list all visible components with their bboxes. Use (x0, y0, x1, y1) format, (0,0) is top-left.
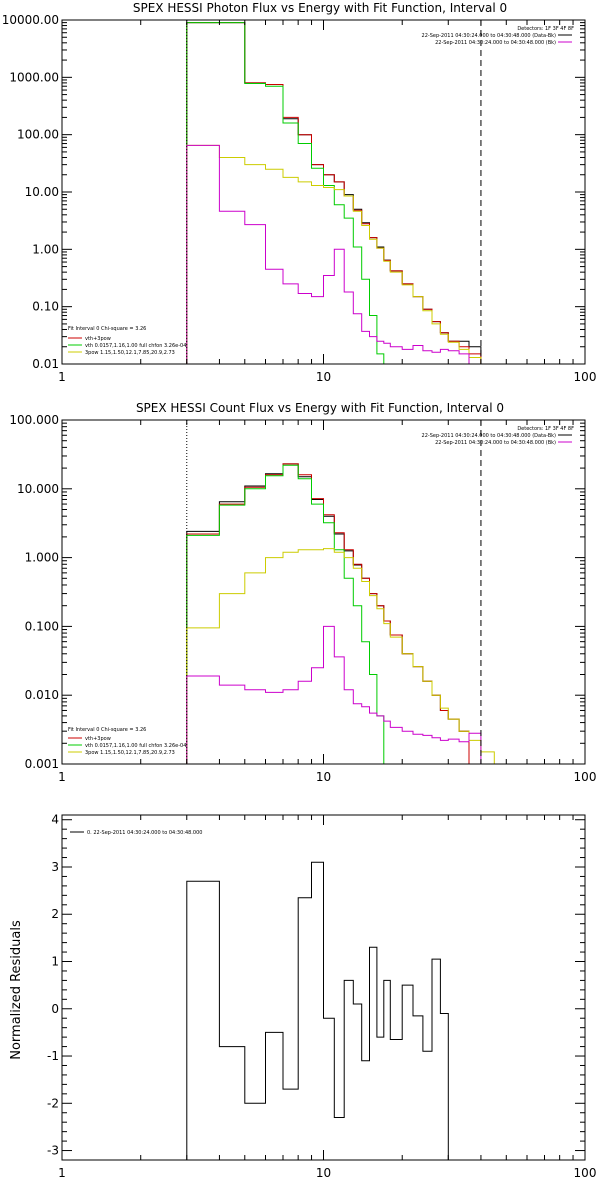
residuals-yticks: 4 3 2 1 0 -1 -2 -3 (47, 813, 585, 1161)
legend-label-bk: 22-Sep-2011 04:30:24.000 to 04:30:48.000… (435, 40, 556, 46)
x-tick-label: 100 (574, 1166, 597, 1180)
series-line-2 (186, 464, 391, 764)
count-flux-series (186, 463, 507, 764)
y-tick-label: 0.01 (32, 357, 59, 371)
y-tick-label: 1.000 (25, 551, 59, 565)
x-tick-label: 1 (58, 770, 66, 784)
count-flux-axes-frame (61, 419, 586, 765)
legend-label-3pow: 3pow 1.15,1.50,12.1,7.85,20.9,2.73 (85, 750, 175, 756)
photon-flux-axes-frame (61, 19, 586, 365)
series-line-4 (186, 625, 482, 764)
y-tick-label: 100.000 (9, 413, 59, 427)
y-tick-label: 10.000 (17, 482, 59, 496)
legend-label-data: 22-Sep-2011 04:30:24.000 to 04:30:48.000… (422, 33, 557, 39)
count-flux-panel: SPEX HESSI Count Flux vs Energy with Fit… (9, 401, 596, 784)
x-tick-label: 1 (58, 1166, 66, 1180)
count-flux-yticks: 100.000 10.000 1.000 0.100 0.010 0.001 (9, 413, 585, 771)
x-tick-label: 100 (574, 370, 597, 384)
count-flux-vlines (186, 420, 482, 764)
photon-flux-vlines (186, 20, 482, 364)
series-line-1 (186, 463, 470, 764)
y-tick-label: 0.10 (32, 300, 59, 314)
y-tick-label: -2 (47, 1096, 59, 1110)
y-tick-label: 0.010 (25, 688, 59, 702)
photon-flux-panel: SPEX HESSI Photon Flux vs Energy with Fi… (2, 1, 597, 384)
photon-flux-legend-bottom: Fit Interval 0 Chi-square = 3.26 vth+3po… (68, 326, 186, 356)
y-tick-label: 4 (51, 813, 59, 827)
x-tick-label: 100 (574, 770, 597, 784)
x-tick-label: 10 (316, 370, 331, 384)
legend-header: Detectors: 1F 3F 4F 8F (517, 426, 574, 432)
y-tick-label: -3 (47, 1144, 59, 1158)
count-flux-legend-top: Detectors: 1F 3F 4F 8F 22-Sep-2011 04:30… (422, 426, 575, 446)
photon-flux-yticks: 10000.00 1000.00 100.00 10.00 1.00 0.10 0.01 (2, 13, 585, 371)
y-tick-label: 10000.00 (2, 13, 59, 27)
photon-flux-legend-top: Detectors: 1F 3F 4F 8F 22-Sep-2011 04:30… (422, 26, 575, 46)
residuals-xticks: 1 10 100 (58, 815, 596, 1180)
y-tick-label: 2 (51, 907, 59, 921)
x-tick-label: 1 (58, 370, 66, 384)
residuals-series (186, 861, 449, 1160)
y-tick-label: 1 (51, 955, 59, 969)
x-tick-label: 10 (316, 770, 331, 784)
legend-fit-header: Fit Interval 0 Chi-square = 3.26 (68, 727, 146, 733)
legend-fit-header: Fit Interval 0 Chi-square = 3.26 (68, 326, 146, 332)
photon-flux-series (186, 22, 482, 364)
x-tick-label: 10 (316, 1166, 331, 1180)
legend-label-vth: vth 0.0157,1.16,1.00 full chfon 3.26e-04 (85, 343, 186, 349)
y-tick-label: -1 (47, 1049, 59, 1063)
series-line-2 (186, 22, 385, 364)
legend-label-vth: vth 0.0157,1.16,1.00 full chfon 3.26e-04 (85, 743, 186, 749)
y-tick-label: 1000.00 (9, 70, 59, 84)
y-tick-label: 0.100 (25, 619, 59, 633)
y-tick-label: 100.00 (17, 128, 59, 142)
photon-flux-xticks: 1 10 100 (58, 20, 596, 384)
legend-label-bk: 22-Sep-2011 04:30:24.000 to 04:30:48.000… (435, 440, 556, 446)
y-tick-label: 0 (51, 1002, 59, 1016)
count-flux-xticks: 1 10 100 (58, 420, 596, 784)
legend-header: Detectors: 1F 3F 4F 8F (517, 26, 574, 32)
count-flux-title: SPEX HESSI Count Flux vs Energy with Fit… (136, 401, 504, 415)
y-tick-label: 3 (51, 860, 59, 874)
legend-label-vthpow: vth+3pow (85, 736, 111, 742)
residuals-legend: 0. 22-Sep-2011 04:30:24.000 to 04:30:48.… (70, 830, 202, 836)
legend-label-residual: 0. 22-Sep-2011 04:30:24.000 to 04:30:48.… (87, 830, 202, 836)
legend-label-vthpow: vth+3pow (85, 336, 111, 342)
series-line-0 (186, 861, 449, 1160)
series-line-3 (186, 548, 507, 764)
count-flux-legend-bottom: Fit Interval 0 Chi-square = 3.26 vth+3po… (68, 727, 186, 756)
y-tick-label: 0.001 (25, 757, 59, 771)
y-tick-label: 10.00 (25, 185, 59, 199)
legend-label-data: 22-Sep-2011 04:30:24.000 to 04:30:48.000… (422, 433, 557, 439)
photon-flux-title: SPEX HESSI Photon Flux vs Energy with Fi… (133, 1, 507, 15)
series-line-0 (186, 463, 470, 764)
residuals-ylabel: Normalized Residuals (9, 920, 24, 1060)
series-line-3 (186, 144, 482, 364)
legend-label-3pow: 3pow 1.15,1.50,12.1,7.85,20.9,2.73 (85, 350, 175, 356)
series-line-4 (186, 144, 482, 364)
y-tick-label: 1.00 (32, 242, 59, 256)
